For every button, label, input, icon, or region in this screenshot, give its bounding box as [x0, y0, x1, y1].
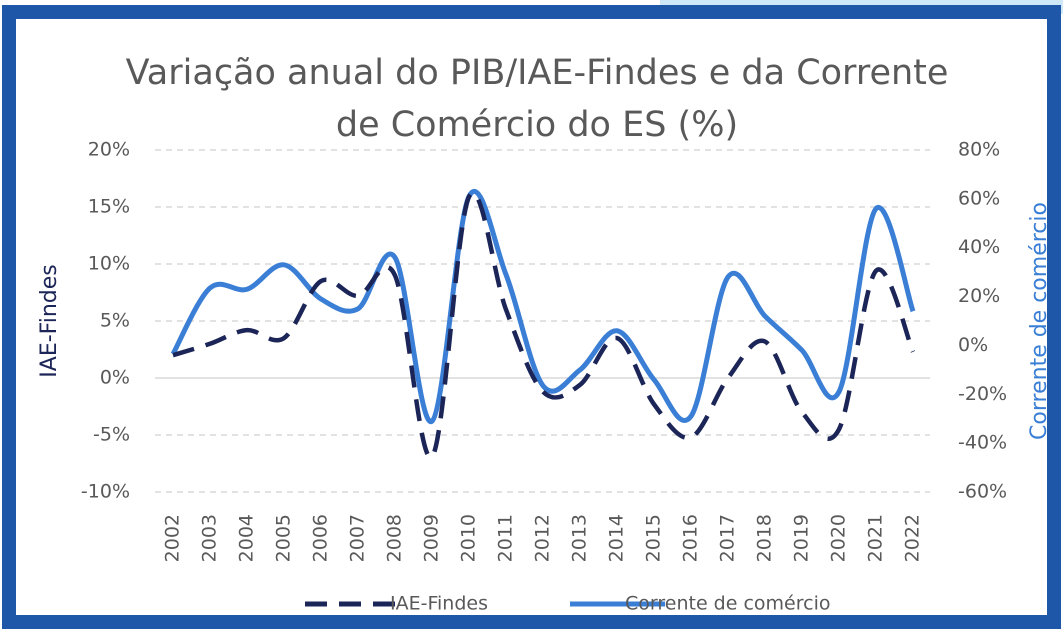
y-tick-label: 0% [100, 367, 130, 389]
x-tick-label: 2009 [421, 514, 443, 562]
x-tick-label: 2006 [310, 514, 332, 562]
chart-subtitle: de Comércio do ES (%) [336, 105, 738, 145]
x-tick-label: 2014 [606, 514, 628, 562]
y-tick-label: -10% [81, 481, 130, 503]
chart-title: Variação anual do PIB/IAE-Findes e da Co… [126, 53, 949, 93]
y-axis-title: IAE-Findes [37, 264, 62, 377]
y2-tick-label: 40% [958, 236, 1000, 258]
y2-tick-label: 60% [958, 187, 1000, 209]
y-tick-label: -5% [93, 424, 130, 446]
x-tick-label: 2015 [643, 514, 665, 562]
frame [2, 5, 1061, 629]
x-tick-label: 2017 [717, 514, 739, 562]
y-tick-label: 10% [88, 253, 130, 275]
x-tick-label: 2013 [569, 514, 591, 562]
legend-label: Corrente de comércio [625, 593, 830, 615]
y2-tick-label: 0% [958, 334, 988, 356]
x-tick-label: 2022 [902, 514, 924, 562]
x-tick-label: 2021 [865, 514, 887, 562]
y2-tick-label: 20% [958, 285, 1000, 307]
x-tick-label: 2018 [754, 514, 776, 562]
x-tick-label: 2002 [162, 514, 184, 562]
y-tick-label: 5% [100, 310, 130, 332]
series-line [172, 191, 916, 460]
y2-axis-title: Corrente de comércio [1027, 202, 1052, 440]
x-tick-label: 2003 [199, 514, 221, 562]
x-tick-label: 2012 [532, 514, 554, 562]
y-tick-label: 15% [88, 196, 130, 218]
x-tick-label: 2020 [828, 514, 850, 562]
x-tick-label: 2007 [347, 514, 369, 562]
x-tick-label: 2004 [236, 514, 258, 562]
x-tick-label: 2019 [791, 514, 813, 562]
x-tick-label: 2011 [495, 514, 517, 562]
legend-label: IAE-Findes [390, 593, 488, 615]
y2-tick-label: -20% [958, 383, 1007, 405]
y2-tick-label: -40% [958, 432, 1007, 454]
x-tick-label: 2010 [458, 514, 480, 562]
x-tick-label: 2005 [273, 514, 295, 562]
x-tick-label: 2016 [680, 514, 702, 562]
y2-tick-label: 80% [958, 139, 1000, 161]
x-tick-label: 2008 [384, 514, 406, 562]
y-tick-label: 20% [88, 139, 130, 161]
y2-tick-label: -60% [958, 481, 1007, 503]
series-line [170, 189, 916, 424]
